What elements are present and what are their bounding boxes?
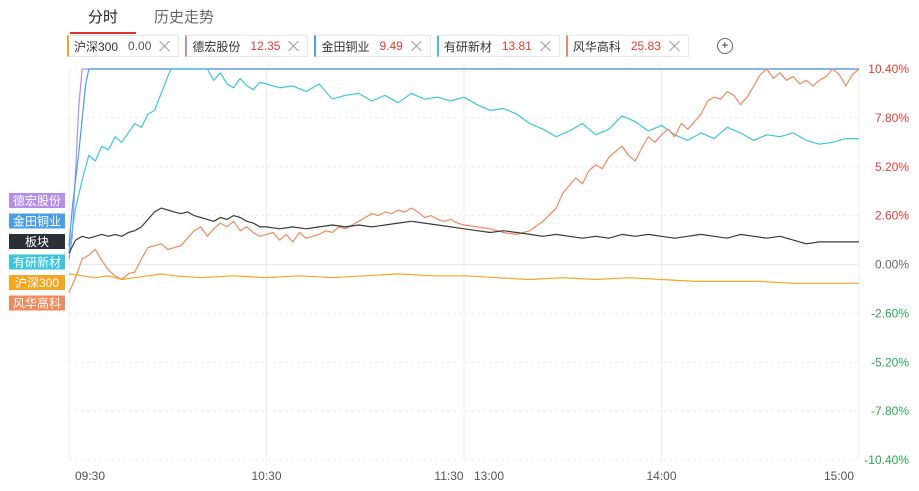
chip-hs300[interactable]: 沪深300 0.00 — [67, 35, 180, 57]
series-line — [68, 207, 859, 254]
view-tabs: 分时 历史走势 — [70, 0, 232, 34]
x-tick-label: 10:30 — [251, 469, 281, 483]
series-tag-label: 有研新材 — [13, 255, 61, 270]
y-tick-label: -5.20% — [871, 355, 909, 369]
y-tick-label: 0.00% — [875, 258, 909, 272]
plus-circle-icon[interactable]: + — [716, 38, 733, 54]
series-line — [68, 68, 860, 293]
y-tick-label: -7.80% — [871, 404, 909, 418]
chip-value: 0.00 — [128, 39, 152, 53]
chip-fenghua[interactable]: 风华高科 25.83 — [565, 35, 689, 57]
series-tag — [9, 275, 65, 290]
x-tick-label: 13:00 — [474, 469, 504, 483]
chip-name: 沪深300 — [74, 39, 119, 54]
y-tick-label: 5.20% — [875, 160, 909, 174]
series-tag-label: 德宏股份 — [13, 193, 61, 208]
chip-name: 有研新材 — [443, 39, 492, 54]
y-tick-label: 10.40% — [868, 62, 909, 76]
x-tick-label: 14:00 — [646, 469, 676, 483]
y-tick-label: -10.40% — [864, 453, 909, 467]
series-line — [68, 68, 859, 252]
chip-youyan[interactable]: 有研新材 13.81 — [436, 35, 560, 57]
y-tick-label: 7.80% — [875, 111, 909, 125]
x-tick-label: 11:30 — [434, 469, 463, 483]
series-line — [68, 273, 859, 284]
series-tag — [9, 295, 65, 311]
y-tick-label: -2.60% — [871, 306, 909, 320]
tab-history[interactable]: 历史走势 — [154, 9, 215, 26]
chip-jintian[interactable]: 金田铜业 9.49 — [314, 35, 431, 57]
series-tag — [9, 193, 65, 208]
series-tag-label: 沪深300 — [15, 276, 59, 290]
compare-chip-bar: 沪深300 0.00 德宏股份 12.35 金田铜业 9.49 有研新材 13.… — [67, 35, 733, 57]
series-tag — [9, 254, 65, 270]
series-line — [68, 68, 859, 246]
chip-name: 风华高科 — [572, 39, 621, 54]
series-tag — [9, 234, 65, 249]
series-tag-label: 板块 — [25, 235, 49, 249]
chip-value: 13.81 — [501, 39, 532, 53]
series-tag-label: 风华高科 — [13, 296, 61, 311]
y-tick-label: 2.60% — [875, 209, 909, 223]
chip-dehong[interactable]: 德宏股份 12.35 — [185, 35, 309, 57]
chip-name: 德宏股份 — [192, 39, 241, 54]
tab-intraday[interactable]: 分时 — [70, 0, 137, 34]
chip-name: 金田铜业 — [321, 39, 370, 54]
series-tag — [9, 213, 65, 229]
chip-value: 9.49 — [379, 39, 403, 53]
x-tick-label: 09:30 — [75, 469, 105, 483]
x-tick-label: 15:00 — [824, 469, 854, 483]
chip-value: 12.35 — [250, 39, 281, 53]
chip-value: 25.83 — [630, 39, 661, 53]
series-tag-label: 金田铜业 — [13, 214, 61, 229]
